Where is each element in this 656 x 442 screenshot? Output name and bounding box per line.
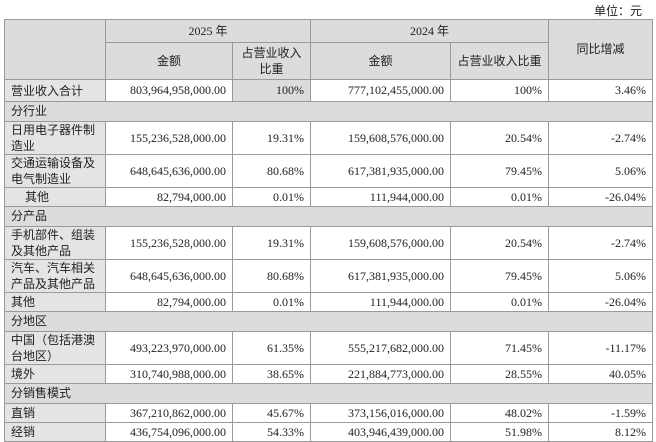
row-label: 直销 <box>4 403 106 423</box>
ratio-2024: 79.45% <box>450 259 550 293</box>
section-title: 分行业 <box>3 101 654 122</box>
yoy-change: 40.05% <box>548 364 654 384</box>
yoy-change: -26.04% <box>548 292 654 312</box>
ratio-2025: 0.01% <box>231 292 312 312</box>
ratio-2024: 20.54% <box>450 226 550 260</box>
section-title: 分地区 <box>3 311 654 332</box>
table-row: 交通运输设备及电气制造业 648,645,636,000.00 80.68% 6… <box>4 154 654 188</box>
yoy-change: 5.06% <box>548 259 654 293</box>
ratio-2024: 28.55% <box>450 364 550 384</box>
yoy-change: -2.74% <box>548 226 654 260</box>
yoy-change: 8.12% <box>548 422 654 442</box>
table-row: 日用电子器件制造业 155,236,528,000.00 19.31% 159,… <box>4 121 654 155</box>
ratio-2025: 19.31% <box>231 226 312 260</box>
section-row: 分地区 <box>3 311 654 332</box>
amount-2024: 111,944,000.00 <box>310 187 452 207</box>
ratio-2025: 19.31% <box>231 121 312 155</box>
ratio-2025: 0.01% <box>231 187 312 207</box>
table-row: 手机部件、组装及其他产品 155,236,528,000.00 19.31% 1… <box>4 226 654 260</box>
total-amount-2024: 777,102,455,000.00 <box>310 79 452 102</box>
table-row: 其他 82,794,000.00 0.01% 111,944,000.00 0.… <box>4 187 654 207</box>
ratio-2024: 79.45% <box>450 154 550 188</box>
row-label: 其他 <box>4 187 106 207</box>
table-row: 直销 367,210,862,000.00 45.67% 373,156,016… <box>4 403 654 423</box>
header-ratio-2025: 占营业收入比重 <box>231 42 312 80</box>
amount-2025: 367,210,862,000.00 <box>105 403 233 423</box>
ratio-2025: 45.67% <box>231 403 312 423</box>
table-row: 汽车、汽车相关产品及其他产品 648,645,636,000.00 80.68%… <box>4 259 654 293</box>
total-ratio-2024: 100% <box>450 79 550 102</box>
header-2025: 2025 年 <box>104 19 312 43</box>
header-amount-2024: 金额 <box>310 42 452 80</box>
amount-2024: 221,884,773,000.00 <box>310 364 452 384</box>
table-row: 中国（包括港澳台地区） 493,223,970,000.00 61.35% 55… <box>4 331 654 365</box>
table-row: 经销 436,754,096,000.00 54.33% 403,946,439… <box>4 422 654 442</box>
revenue-table: 2025 年 2024 年 同比增减 金额 占营业收入比重 金额 占营业收入比重… <box>3 19 654 442</box>
total-ratio-2025: 100% <box>231 79 312 102</box>
header-row-fields: 金额 占营业收入比重 金额 占营业收入比重 <box>5 42 653 80</box>
row-label: 经销 <box>4 422 106 442</box>
header-yoy: 同比增减 <box>548 19 654 80</box>
section-row: 分产品 <box>3 206 654 227</box>
row-label: 境外 <box>4 364 106 384</box>
ratio-2024: 0.01% <box>450 187 550 207</box>
amount-2025: 310,740,988,000.00 <box>105 364 233 384</box>
amount-2025: 493,223,970,000.00 <box>105 331 233 365</box>
header-amount-2025: 金额 <box>105 42 233 80</box>
header-row-years: 2025 年 2024 年 同比增减 <box>4 19 654 80</box>
amount-2024: 403,946,439,000.00 <box>310 422 452 442</box>
ratio-2025: 80.68% <box>231 259 312 293</box>
yoy-change: -11.17% <box>548 331 654 365</box>
amount-2024: 159,608,576,000.00 <box>310 226 452 260</box>
amount-2025: 648,645,636,000.00 <box>105 154 233 188</box>
ratio-2024: 71.45% <box>450 331 550 365</box>
table-row: 境外 310,740,988,000.00 38.65% 221,884,773… <box>4 364 654 384</box>
amount-2024: 159,608,576,000.00 <box>310 121 452 155</box>
row-label: 手机部件、组装及其他产品 <box>4 226 106 260</box>
total-yoy: 3.46% <box>548 79 654 102</box>
ratio-2024: 48.02% <box>450 403 550 423</box>
yoy-change: 5.06% <box>548 154 654 188</box>
unit-label: 单位：元 <box>593 4 642 18</box>
section-title: 分销售模式 <box>3 383 654 404</box>
ratio-2025: 80.68% <box>231 154 312 188</box>
amount-2025: 436,754,096,000.00 <box>105 422 233 442</box>
amount-2024: 373,156,016,000.00 <box>310 403 452 423</box>
section-row: 分销售模式 <box>3 383 654 404</box>
row-label: 中国（包括港澳台地区） <box>4 331 106 365</box>
ratio-2024: 51.98% <box>450 422 550 442</box>
row-label: 交通运输设备及电气制造业 <box>4 154 106 188</box>
amount-2024: 555,217,682,000.00 <box>310 331 452 365</box>
amount-2025: 82,794,000.00 <box>105 292 233 312</box>
table-row: 其他 82,794,000.00 0.01% 111,944,000.00 0.… <box>4 292 654 312</box>
amount-2024: 617,381,935,000.00 <box>310 154 452 188</box>
amount-2025: 648,645,636,000.00 <box>105 259 233 293</box>
amount-2024: 617,381,935,000.00 <box>310 259 452 293</box>
ratio-2025: 61.35% <box>231 331 312 365</box>
total-row: 营业收入合计 803,964,958,000.00 100% 777,102,4… <box>4 79 654 102</box>
ratio-2025: 38.65% <box>231 364 312 384</box>
header-2024: 2024 年 <box>310 19 550 43</box>
header-ratio-2024: 占营业收入比重 <box>450 42 550 80</box>
ratio-2025: 54.33% <box>231 422 312 442</box>
row-label: 其他 <box>4 292 106 312</box>
yoy-change: -1.59% <box>548 403 654 423</box>
amount-2025: 155,236,528,000.00 <box>105 226 233 260</box>
yoy-change: -2.74% <box>548 121 654 155</box>
row-label: 日用电子器件制造业 <box>4 121 106 155</box>
section-row: 分行业 <box>3 101 654 122</box>
amount-2024: 111,944,000.00 <box>310 292 452 312</box>
ratio-2024: 20.54% <box>450 121 550 155</box>
yoy-change: -26.04% <box>548 187 654 207</box>
total-amount-2025: 803,964,958,000.00 <box>105 79 233 102</box>
total-label: 营业收入合计 <box>4 79 106 102</box>
row-label: 汽车、汽车相关产品及其他产品 <box>4 259 106 293</box>
section-title: 分产品 <box>3 206 654 227</box>
header-blank <box>4 19 106 80</box>
amount-2025: 82,794,000.00 <box>105 187 233 207</box>
amount-2025: 155,236,528,000.00 <box>105 121 233 155</box>
ratio-2024: 0.01% <box>450 292 550 312</box>
